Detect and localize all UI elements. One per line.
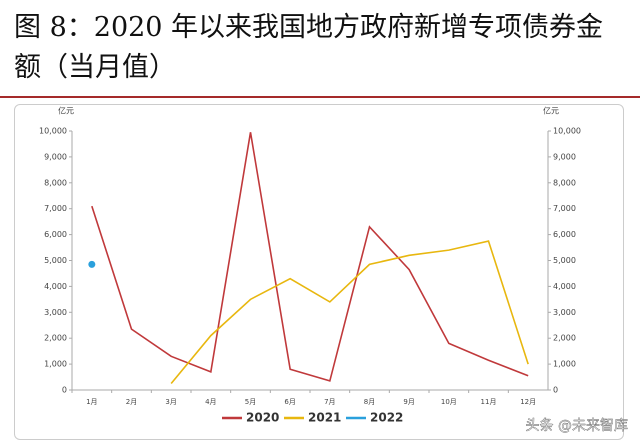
x-tick-label: 2月 bbox=[126, 398, 137, 406]
legend-label: 2020 bbox=[246, 411, 279, 425]
title-rule bbox=[0, 96, 640, 98]
y2-tick-label: 9,000 bbox=[553, 152, 576, 161]
x-tick-label: 5月 bbox=[245, 398, 256, 406]
x-tick-label: 6月 bbox=[284, 398, 295, 406]
y-tick-label: 5,000 bbox=[44, 256, 67, 265]
y2-axis-unit: 亿元 bbox=[543, 106, 559, 116]
y-tick-label: 0 bbox=[62, 386, 67, 395]
y2-tick-label: 0 bbox=[553, 386, 558, 395]
y-tick-label: 1,000 bbox=[44, 360, 67, 369]
x-tick-label: 12月 bbox=[520, 398, 536, 406]
y-tick-label: 4,000 bbox=[44, 282, 67, 291]
x-tick-label: 9月 bbox=[403, 398, 414, 406]
legend-label: 2022 bbox=[370, 411, 403, 425]
y2-tick-label: 10,000 bbox=[553, 127, 581, 136]
series-line bbox=[170, 240, 529, 385]
y-tick-label: 3,000 bbox=[44, 308, 67, 317]
y2-tick-label: 7,000 bbox=[553, 204, 576, 213]
chart-frame bbox=[14, 104, 624, 440]
y2-tick-label: 5,000 bbox=[553, 256, 576, 265]
x-tick-label: 8月 bbox=[364, 398, 375, 406]
y-tick-label: 9,000 bbox=[44, 152, 67, 161]
x-tick-label: 7月 bbox=[324, 398, 335, 406]
chart-title: 图 8：2020 年以来我国地方政府新增专项债券金额（当月值） bbox=[14, 12, 604, 83]
x-tick-label: 10月 bbox=[441, 398, 457, 406]
x-tick-label: 1月 bbox=[86, 398, 97, 406]
legend-label: 2021 bbox=[308, 411, 341, 425]
y2-tick-label: 1,000 bbox=[553, 360, 576, 369]
x-tick-label: 11月 bbox=[481, 398, 497, 406]
watermark: 头条 @未来智库 bbox=[526, 417, 628, 434]
y-tick-label: 6,000 bbox=[44, 230, 67, 239]
y2-tick-label: 6,000 bbox=[553, 230, 576, 239]
y2-tick-label: 2,000 bbox=[553, 334, 576, 343]
y2-tick-label: 3,000 bbox=[553, 308, 576, 317]
y-tick-label: 10,000 bbox=[39, 127, 67, 136]
y-axis-unit: 亿元 bbox=[58, 106, 74, 116]
x-tick-label: 3月 bbox=[165, 398, 176, 406]
y2-tick-label: 8,000 bbox=[553, 178, 576, 187]
point bbox=[88, 260, 96, 268]
y2-tick-label: 4,000 bbox=[553, 282, 576, 291]
y-tick-label: 8,000 bbox=[44, 178, 67, 187]
y-tick-label: 2,000 bbox=[44, 334, 67, 343]
y-tick-label: 7,000 bbox=[44, 204, 67, 213]
x-tick-label: 4月 bbox=[205, 398, 216, 406]
series-line bbox=[91, 132, 529, 382]
